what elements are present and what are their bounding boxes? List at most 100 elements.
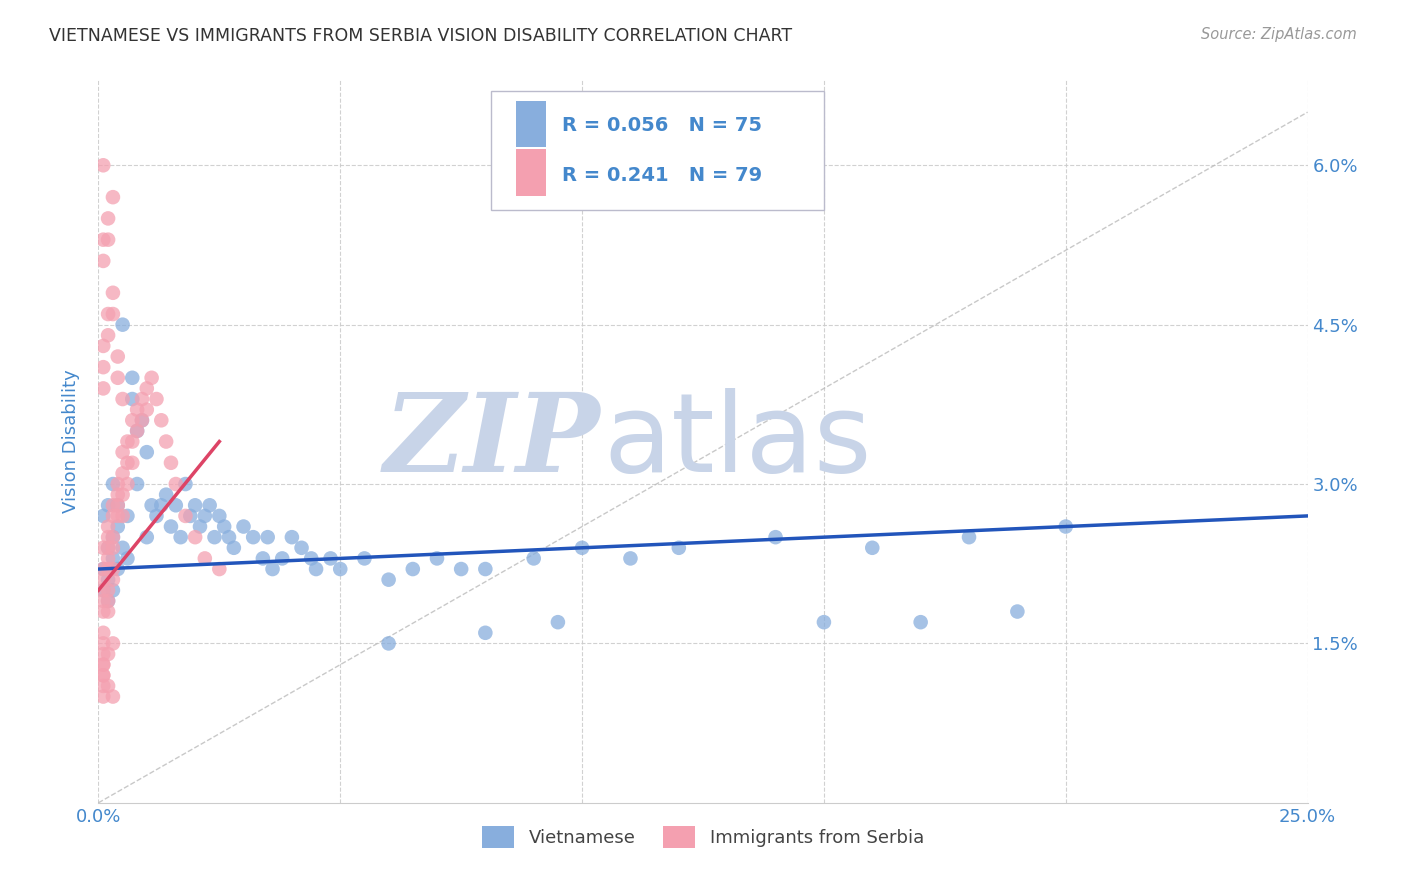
Text: atlas: atlas — [603, 388, 872, 495]
Point — [91, 679, 114, 693]
Point — [101, 307, 124, 321]
Point — [101, 551, 124, 566]
Point — [281, 530, 304, 544]
Point — [97, 594, 120, 608]
Point — [111, 445, 134, 459]
Point — [127, 424, 149, 438]
Point — [377, 573, 399, 587]
Point — [91, 605, 114, 619]
Point — [179, 508, 201, 523]
Point — [165, 498, 187, 512]
Point — [111, 488, 134, 502]
Point — [91, 657, 114, 672]
Point — [145, 392, 167, 406]
Point — [121, 456, 143, 470]
Point — [91, 508, 114, 523]
Point — [91, 562, 114, 576]
Point — [299, 551, 322, 566]
Point — [194, 551, 217, 566]
Point — [174, 508, 197, 523]
Point — [165, 477, 187, 491]
Point — [97, 328, 120, 343]
Point — [97, 530, 120, 544]
Point — [111, 467, 134, 481]
Text: Source: ZipAtlas.com: Source: ZipAtlas.com — [1201, 27, 1357, 42]
Point — [198, 498, 221, 512]
Point — [222, 541, 245, 555]
FancyBboxPatch shape — [492, 91, 824, 211]
Point — [91, 583, 114, 598]
Point — [107, 508, 129, 523]
Point — [127, 424, 149, 438]
Point — [218, 530, 240, 544]
Point — [150, 498, 173, 512]
Point — [97, 573, 120, 587]
Point — [194, 508, 217, 523]
Point — [131, 392, 153, 406]
Point — [91, 690, 114, 704]
Point — [571, 541, 593, 555]
Point — [547, 615, 569, 630]
Point — [91, 647, 114, 661]
Point — [101, 573, 124, 587]
Point — [765, 530, 787, 544]
Point — [91, 668, 114, 682]
Point — [97, 583, 120, 598]
Point — [127, 402, 149, 417]
Point — [91, 339, 114, 353]
Point — [860, 541, 883, 555]
Point — [97, 605, 120, 619]
Point — [319, 551, 342, 566]
Point — [91, 158, 114, 172]
Point — [145, 508, 167, 523]
Point — [450, 562, 472, 576]
Point — [474, 625, 496, 640]
Point — [101, 285, 124, 300]
Point — [117, 508, 139, 523]
Point — [101, 477, 124, 491]
Point — [131, 413, 153, 427]
Point — [121, 413, 143, 427]
Point — [117, 456, 139, 470]
Point — [91, 360, 114, 375]
Text: ZIP: ZIP — [384, 388, 600, 495]
Point — [91, 636, 114, 650]
Point — [271, 551, 294, 566]
Point — [97, 647, 120, 661]
Point — [107, 519, 129, 533]
Point — [91, 381, 114, 395]
Text: VIETNAMESE VS IMMIGRANTS FROM SERBIA VISION DISABILITY CORRELATION CHART: VIETNAMESE VS IMMIGRANTS FROM SERBIA VIS… — [49, 27, 793, 45]
Point — [107, 477, 129, 491]
Point — [813, 615, 835, 630]
Point — [402, 562, 425, 576]
Point — [107, 498, 129, 512]
Point — [97, 594, 120, 608]
Point — [97, 307, 120, 321]
Point — [377, 636, 399, 650]
Point — [91, 668, 114, 682]
Point — [135, 445, 157, 459]
Point — [107, 371, 129, 385]
Point — [97, 551, 120, 566]
Point — [91, 233, 114, 247]
Point — [97, 498, 120, 512]
Point — [101, 498, 124, 512]
Point — [91, 657, 114, 672]
Point — [107, 498, 129, 512]
Legend: Vietnamese, Immigrants from Serbia: Vietnamese, Immigrants from Serbia — [475, 819, 931, 855]
Point — [97, 233, 120, 247]
Point — [101, 541, 124, 555]
Point — [188, 519, 211, 533]
Point — [101, 636, 124, 650]
Point — [91, 625, 114, 640]
Point — [329, 562, 352, 576]
Point — [91, 541, 114, 555]
Point — [169, 530, 191, 544]
Y-axis label: Vision Disability: Vision Disability — [62, 369, 80, 514]
Point — [101, 508, 124, 523]
Point — [668, 541, 690, 555]
Point — [101, 690, 124, 704]
Point — [957, 530, 980, 544]
Point — [91, 573, 114, 587]
Point — [111, 541, 134, 555]
